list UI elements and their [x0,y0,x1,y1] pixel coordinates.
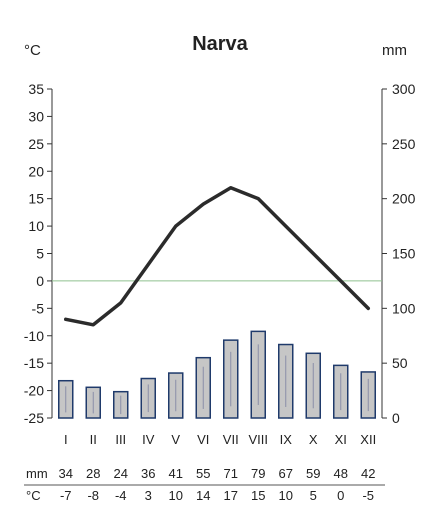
left-tick-label: 25 [28,136,44,152]
month-label: III [115,432,126,447]
right-tick-label: 0 [392,410,400,426]
precip-value-label: 59 [306,466,320,481]
left-tick-label: -25 [24,410,44,426]
right-tick-label: 250 [392,136,416,152]
temp-value-label: -7 [60,488,72,503]
temperature-point [284,224,287,228]
temp-value-label: 17 [224,488,238,503]
month-label: IV [142,432,155,447]
precip-value-label: 79 [251,466,265,481]
month-label: VI [197,432,209,447]
month-label: XI [335,432,347,447]
chart-title: Narva [192,33,248,55]
temp-value-label: 10 [279,488,293,503]
month-label: VIII [248,432,268,447]
right-tick-label: 150 [392,246,416,262]
left-tick-label: 35 [28,81,44,97]
temp-value-label: -4 [115,488,127,503]
left-tick-label: -15 [24,355,44,371]
temp-value-label: -8 [87,488,99,503]
month-label: XII [360,432,376,447]
right-axis-unit: mm [382,42,407,59]
temperature-point [257,197,260,200]
left-tick-label: -20 [24,383,44,399]
precip-value-label: 28 [86,466,100,481]
left-tick-label: 0 [36,273,44,289]
temp-value-label: -5 [362,488,374,503]
precip-value-label: 55 [196,466,210,481]
left-tick-label: -5 [32,300,45,316]
month-label: VII [223,432,239,447]
temp-value-label: 15 [251,488,265,503]
right-tick-label: 100 [392,300,416,316]
temp-value-label: 3 [145,488,152,503]
left-tick-label: 30 [28,108,44,124]
left-tick-label: 5 [36,246,44,262]
temp-value-label: 5 [310,488,317,503]
precip-value-label: 34 [59,466,73,481]
month-label: X [309,432,318,447]
temperature-point [64,318,67,321]
temperature-point [202,202,205,206]
left-axis-unit: °C [24,42,41,59]
precip-value-label: 71 [224,466,238,481]
temperature-line [64,185,370,327]
temperature-point [312,252,315,255]
precip-value-label: 24 [114,466,128,481]
precip-value-label: 67 [279,466,293,481]
precip-value-label: 42 [361,466,375,481]
month-label: IX [280,432,293,447]
table-unit-c: °C [26,488,41,503]
temperature-point [119,301,122,305]
left-tick-label: 20 [28,163,44,179]
temp-value-label: 10 [169,488,183,503]
left-tick-label: 15 [28,191,44,207]
temperature-point [339,279,342,283]
precip-value-label: 48 [334,466,348,481]
precip-value-label: 41 [169,466,183,481]
temp-value-label: 0 [337,488,344,503]
table-unit-mm: mm [26,466,48,481]
temperature-point [174,224,177,228]
left-tick-label: -10 [24,328,44,344]
temperature-point [229,186,232,189]
temperature-point [92,323,95,326]
right-tick-label: 200 [392,191,416,207]
right-tick-label: 300 [392,81,416,97]
precip-value-label: 36 [141,466,155,481]
month-label: I [64,432,68,447]
month-label: V [171,432,180,447]
temp-value-label: 14 [196,488,210,503]
temperature-point [367,307,370,310]
right-tick-label: 50 [392,355,408,371]
left-tick-label: 10 [28,218,44,234]
temperature-point [147,263,150,266]
month-label: II [90,432,97,447]
